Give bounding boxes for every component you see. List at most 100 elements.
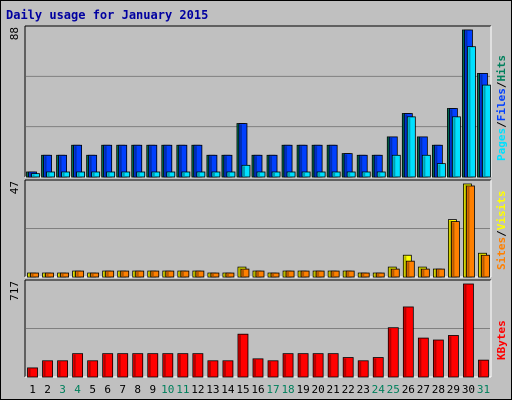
bar-shade-sites-day-18 [287,272,290,276]
legend: Sites/Visits [495,191,508,271]
bar-shade-pages-day-27 [423,156,426,176]
bar-shade-sites-day-6 [106,272,109,276]
x-label-day-15: 15 [236,383,249,396]
bar-shade-files-day-16 [255,156,257,176]
bar-shade-files-day-2 [44,156,47,176]
bar-shade-sites-day-29 [452,222,455,276]
bar-shade-visits-day-20 [314,272,317,276]
bar-shade-sites-day-4 [76,272,79,276]
bar-sites-day-13 [210,272,220,278]
x-label-day-3: 3 [59,383,66,396]
legend: Pages/Files/Hits [495,55,508,161]
bar-sites-day-1 [30,272,39,278]
bar-shade-pages-day-10 [167,172,170,176]
y-max-label: 88 [8,27,21,40]
bar-shade-kbytes-day-8 [133,354,136,376]
bar-shade-files-day-12 [194,146,197,176]
legend-files: Files [495,88,508,121]
panel-kbytes: 717 KBytes [8,279,508,378]
bar-shade-sites-day-26 [407,262,410,276]
bar-kbytes-day-25 [387,327,399,378]
x-label-day-19: 19 [296,383,309,396]
bar-pages-day-18 [286,171,296,178]
bar-shade-kbytes-day-9 [148,354,151,376]
bar-pages-day-15 [241,164,251,178]
bar-shade-sites-day-9 [151,272,154,276]
bar-pages-day-5 [91,171,101,178]
bar-kbytes-day-14 [222,360,234,378]
bar-pages-day-27 [421,154,431,178]
bar-shade-kbytes-day-17 [269,361,272,376]
x-label-day-16: 16 [251,383,264,396]
bar-shade-files-day-26 [405,114,408,176]
bar-shade-kbytes-day-20 [314,354,317,376]
bar-sites-day-8 [135,270,145,278]
bar-sites-day-25 [390,268,400,278]
bar-pages-day-8 [136,171,146,178]
bar-shade-sites-day-20 [317,272,320,276]
bar-shade-sites-day-17 [272,274,275,276]
bar-sites-day-6 [105,270,115,278]
bar-shade-visits-day-13 [208,274,211,276]
bar-shade-files-day-27 [420,137,423,176]
bar-shade-pages-day-25 [393,156,396,176]
bar-shade-visits-day-23 [359,274,362,276]
bar-shade-pages-day-24 [378,172,381,176]
bar-shade-sites-day-13 [211,274,214,276]
bar-shade-kbytes-day-21 [329,354,332,376]
x-label-day-30: 30 [462,383,475,396]
bar-shade-sites-day-5 [91,274,94,276]
bar-pages-day-26 [406,116,416,178]
bar-shade-sites-day-3 [61,274,64,276]
bar-shade-visits-day-10 [163,272,166,276]
bar-shade-kbytes-day-11 [178,354,181,376]
bar-shade-files-day-3 [59,156,62,176]
bar-shade-sites-day-31 [482,256,485,276]
legend-sites: Sites [495,237,508,270]
bar-shade-visits-day-21 [329,272,332,276]
legend-sep1: / [495,121,508,128]
bar-sites-day-31 [481,254,490,278]
bar-shade-kbytes-day-16 [254,359,256,376]
bar-shade-visits-day-22 [344,272,347,276]
bar-shade-files-day-30 [465,31,468,176]
x-label-day-18: 18 [281,383,294,396]
bar-shade-pages-day-31 [483,86,486,176]
bar-pages-day-29 [452,116,461,178]
bar-shade-sites-day-30 [467,186,470,276]
bar-shade-pages-day-12 [197,172,200,176]
legend-sep2: / [495,81,508,88]
bar-shade-visits-day-8 [133,272,136,276]
bar-sites-day-21 [330,270,340,278]
bar-shade-files-day-8 [134,146,137,176]
bar-shade-visits-day-27 [419,268,422,276]
x-label-day-11: 11 [176,383,189,396]
x-label-day-8: 8 [134,383,141,396]
legend-sep1: / [495,230,508,237]
bar-pages-day-23 [361,171,371,178]
bar-shade-visits-day-16 [254,272,256,276]
bar-shade-visits-day-29 [449,220,452,276]
bar-kbytes-day-16 [252,358,264,378]
bar-shade-pages-day-6 [107,172,110,176]
bar-kbytes-day-7 [117,353,129,378]
bar-shade-kbytes-day-10 [163,354,166,376]
bar-shade-kbytes-day-13 [208,361,211,376]
bar-shade-kbytes-day-27 [419,339,422,376]
bar-shade-files-day-23 [360,156,363,176]
bar-kbytes-day-30 [463,283,474,378]
bar-pages-day-10 [166,171,176,178]
y-max-label: 47 [8,181,21,194]
bar-shade-pages-day-19 [303,172,306,176]
bar-shade-visits-day-7 [118,272,121,276]
x-label-day-13: 13 [206,383,219,396]
bar-shade-sites-day-10 [166,272,169,276]
bar-sites-day-23 [360,272,370,278]
bar-shade-sites-day-14 [226,274,229,276]
bar-pages-day-4 [76,171,86,178]
bar-sites-day-16 [255,270,265,278]
bar-shade-kbytes-day-24 [374,358,377,376]
x-label-day-5: 5 [89,383,96,396]
panel-sites-visits: 47 Sites/Visits [8,179,508,278]
bar-shade-visits-day-17 [269,274,272,276]
